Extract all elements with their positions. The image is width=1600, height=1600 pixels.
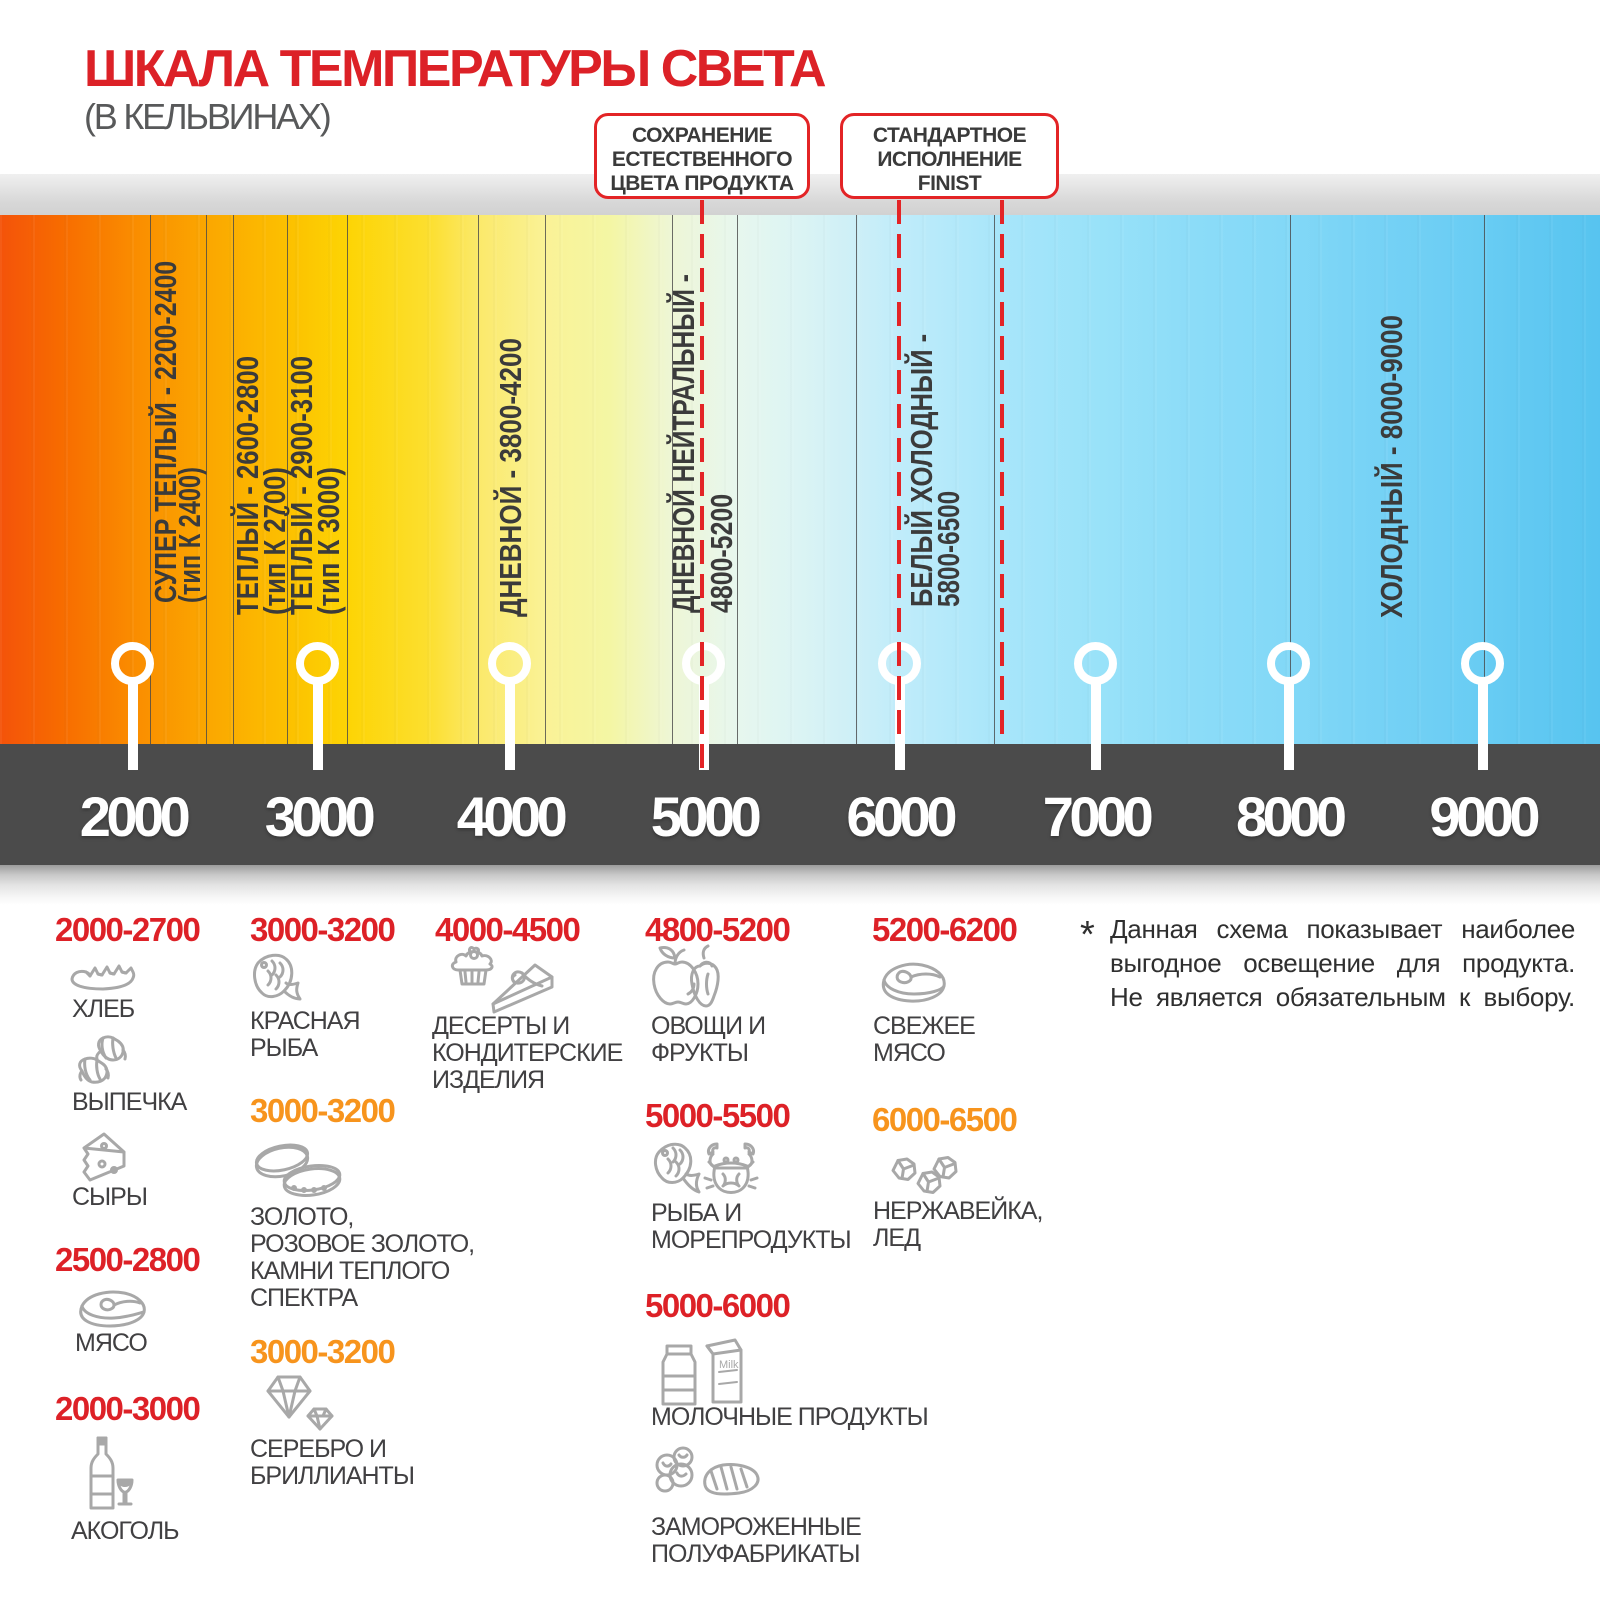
svg-text:Milk: Milk: [719, 1359, 739, 1371]
